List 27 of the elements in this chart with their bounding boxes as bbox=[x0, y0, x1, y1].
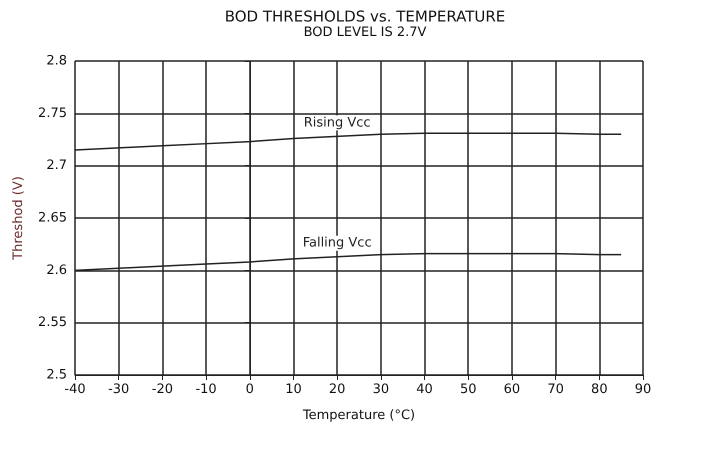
x-tick-label: 70 bbox=[547, 382, 564, 397]
y-tick-label: 2.5 bbox=[46, 368, 67, 382]
series-label: Rising Vcc bbox=[304, 115, 371, 130]
y-tick-label: 2.65 bbox=[38, 210, 67, 226]
y-tick-label: 2.7 bbox=[46, 158, 67, 174]
x-tick-label: -20 bbox=[152, 382, 173, 397]
chart-subtitle: BOD LEVEL IS 2.7V bbox=[304, 25, 426, 40]
x-tick-label: 10 bbox=[285, 382, 302, 397]
x-tick-label: 50 bbox=[460, 382, 477, 397]
x-axis-title: Temperature (°C) bbox=[302, 408, 416, 423]
y-tick-label: 2.75 bbox=[38, 106, 67, 121]
x-tick-label: -30 bbox=[108, 382, 130, 397]
x-tick-label: -10 bbox=[195, 382, 217, 397]
x-tick-label: 60 bbox=[504, 382, 520, 397]
y-tick-label: 2.6 bbox=[46, 262, 67, 278]
x-tick-label: 20 bbox=[328, 382, 346, 397]
x-tick-label: 90 bbox=[634, 382, 652, 397]
chart-title: BOD THRESHOLDS vs. TEMPERATURE bbox=[224, 8, 506, 26]
x-tick-label: -40 bbox=[64, 382, 86, 397]
x-tick-label: 30 bbox=[372, 382, 390, 397]
x-tick-label: 80 bbox=[591, 382, 608, 397]
x-tick-label: 40 bbox=[416, 382, 433, 397]
series-label: Falling Vcc bbox=[302, 236, 372, 251]
y-tick-label: 2.55 bbox=[38, 315, 67, 330]
y-axis-title: Threshod (V) bbox=[11, 176, 26, 261]
x-tick-label: 0 bbox=[246, 382, 254, 397]
y-tick-label: 2.8 bbox=[46, 54, 67, 68]
